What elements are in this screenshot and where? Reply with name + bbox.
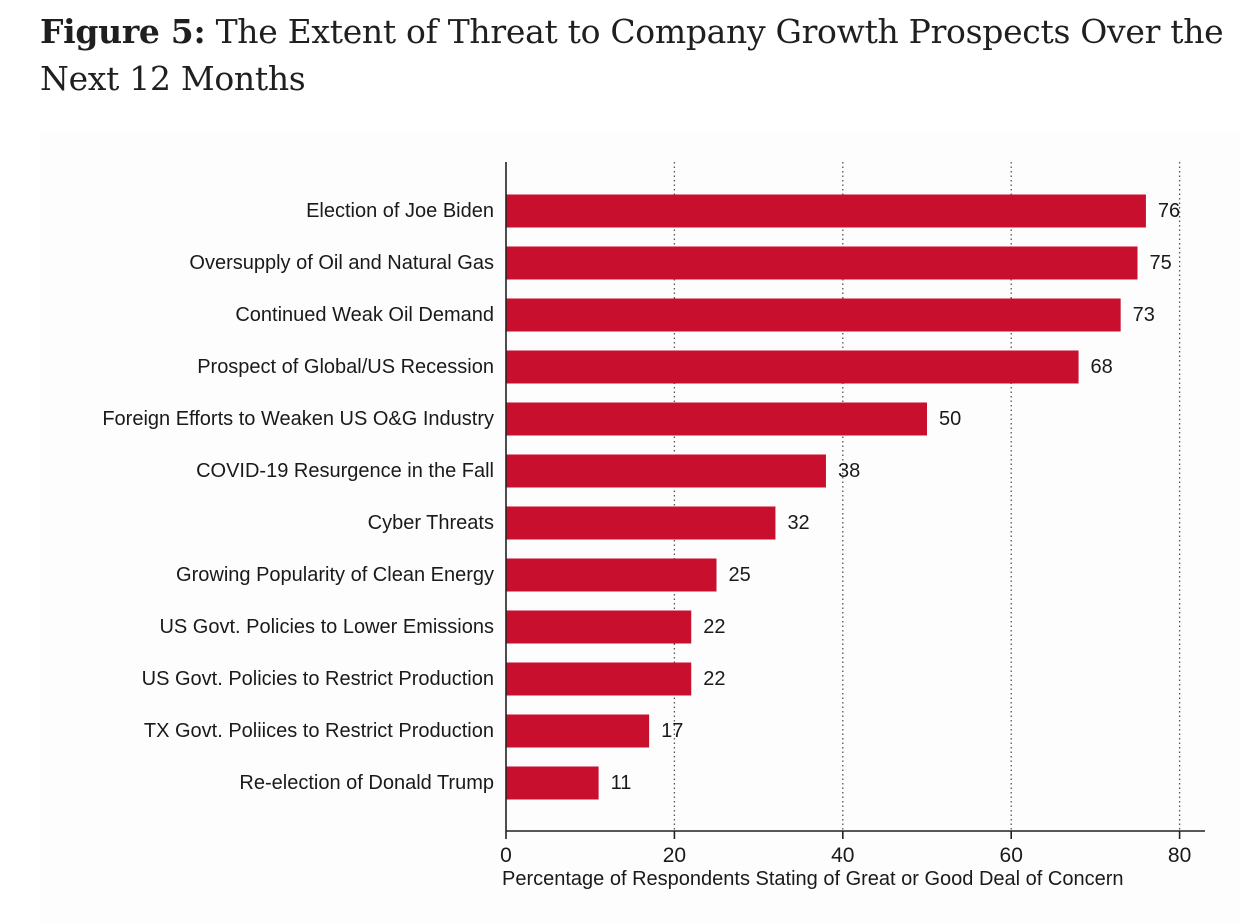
data-label: 22 <box>703 616 725 638</box>
bar <box>506 506 776 540</box>
data-label: 73 <box>1133 304 1155 326</box>
category-label: US Govt. Policies to Lower Emissions <box>159 616 494 638</box>
data-label: 17 <box>661 720 683 742</box>
category-label: Foreign Efforts to Weaken US O&G Industr… <box>102 408 494 430</box>
bar <box>506 298 1121 332</box>
bar <box>506 194 1146 228</box>
bar <box>506 610 692 644</box>
x-axis-title: Percentage of Respondents Stating of Gre… <box>502 868 1123 890</box>
bar <box>506 454 826 488</box>
category-label: COVID-19 Resurgence in the Fall <box>196 460 494 482</box>
x-tick-label: 20 <box>663 844 686 867</box>
x-tick-label: 60 <box>1000 844 1023 867</box>
category-label: Oversupply of Oil and Natural Gas <box>189 252 494 274</box>
figure-heading: Figure 5: The Extent of Threat to Compan… <box>40 8 1240 102</box>
x-tick-label: 0 <box>500 844 512 867</box>
category-label: Re-election of Donald Trump <box>239 772 494 794</box>
figure-title: The Extent of Threat to Company Growth P… <box>40 12 1224 98</box>
data-label: 38 <box>838 460 860 482</box>
bar-chart: Election of Joe Biden 76 Oversupply of Oil… <box>102 162 1205 890</box>
bar <box>506 402 927 436</box>
data-label: 50 <box>939 408 961 430</box>
category-label: Election of Joe Biden <box>306 200 494 222</box>
data-label: 22 <box>703 668 725 690</box>
bar <box>506 766 599 800</box>
data-label: 76 <box>1158 200 1180 222</box>
category-label: Growing Popularity of Clean Energy <box>176 564 494 586</box>
figure-label: Figure 5: <box>40 12 206 51</box>
category-label: US Govt. Policies to Restrict Production <box>142 668 494 690</box>
chart-panel: Election of Joe Biden 76 Oversupply of Oil… <box>40 132 1240 923</box>
category-label: Cyber Threats <box>368 512 494 534</box>
data-label: 68 <box>1091 356 1113 378</box>
data-label: 25 <box>729 564 751 586</box>
data-label: 75 <box>1150 252 1172 274</box>
bar <box>506 558 717 592</box>
bar <box>506 662 692 696</box>
bar <box>506 350 1079 384</box>
x-tick-label: 40 <box>831 844 854 867</box>
bar <box>506 714 650 748</box>
data-label: 32 <box>787 512 809 534</box>
category-label: Prospect of Global/US Recession <box>197 356 494 378</box>
category-label: Continued Weak Oil Demand <box>235 304 494 326</box>
category-label: TX Govt. Poliices to Restrict Production <box>144 720 494 742</box>
bar <box>506 246 1138 280</box>
data-label: 11 <box>611 772 632 794</box>
x-tick-label: 80 <box>1168 844 1191 867</box>
